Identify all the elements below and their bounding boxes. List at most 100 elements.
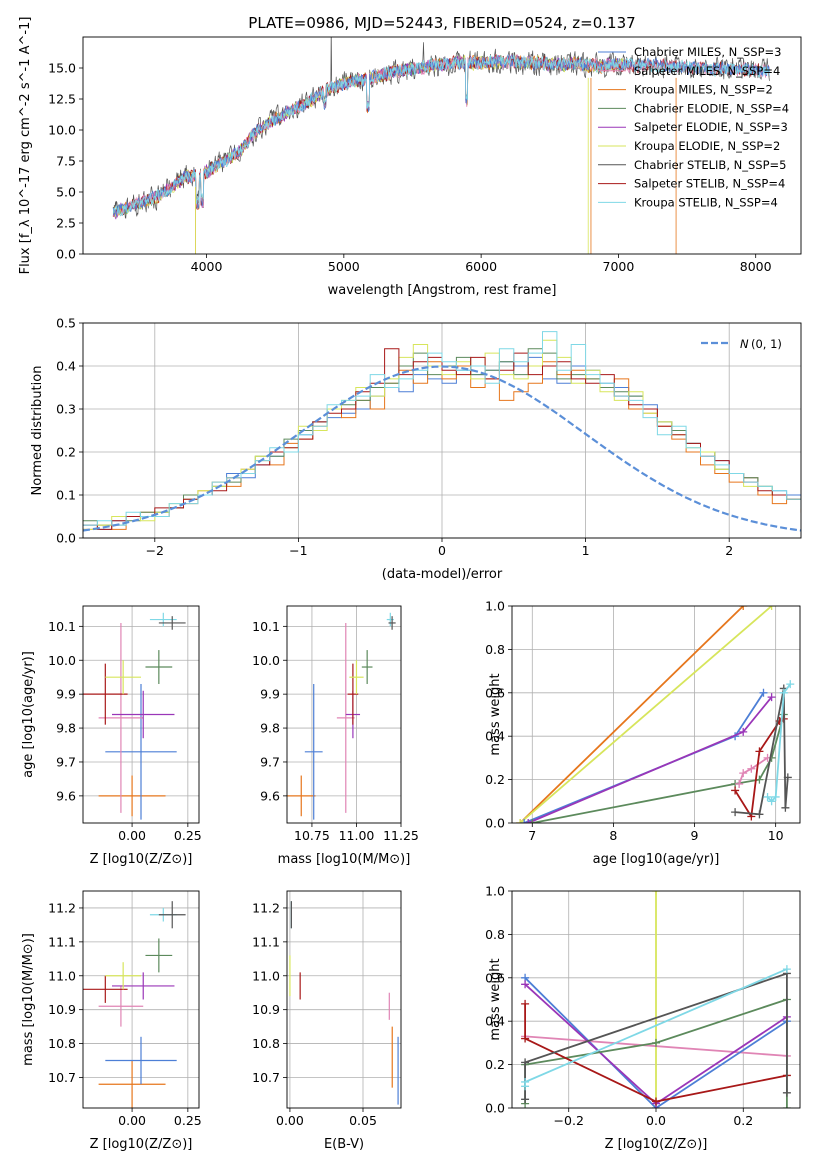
y-tick-label: 10.0 — [48, 653, 76, 668]
weight-point-marker — [755, 747, 764, 756]
y-tick-label: 10.9 — [48, 1002, 76, 1017]
weight-point-marker — [767, 693, 776, 702]
massweight-vs-age-ylabel: mass weight — [488, 673, 503, 755]
normal-curve — [83, 365, 801, 532]
plot-frame — [82, 322, 802, 539]
legend-entry: Kroupa ELODIE, N_SSP=2 — [634, 139, 780, 153]
hist-series — [83, 348, 801, 530]
weight-point-marker — [521, 1095, 530, 1104]
y-tick-label: 9.7 — [56, 754, 76, 769]
weight-point-marker — [521, 999, 530, 1008]
hist-series — [83, 331, 801, 526]
spectrum-series-line — [112, 53, 770, 217]
x-tick-label: 0.2 — [733, 1113, 753, 1128]
plot-frame — [286, 605, 402, 824]
weight-point-marker — [763, 792, 772, 801]
hist-series — [83, 339, 801, 530]
weight-point-marker — [747, 764, 756, 773]
weight-point-marker — [739, 727, 748, 736]
age-vs-z-ylabel: age [log10(age/yr)] — [21, 651, 36, 778]
weight-series-line — [523, 692, 765, 823]
y-tick-label: 0.8 — [485, 642, 505, 657]
spectrum-series-line — [112, 54, 626, 216]
errorbar-group — [83, 612, 186, 820]
massweight-vs-z-xlabel: Z [log10(Z/Z⊙)] — [605, 1137, 708, 1152]
y-tick-label: 0.6 — [485, 970, 505, 985]
y-tick-label: 12.5 — [48, 92, 76, 107]
mass-vs-z-ylabel: mass [log10(M/M⊙)] — [21, 933, 36, 1066]
x-tick-label: 4000 — [191, 259, 223, 274]
weight-lines — [521, 891, 791, 1108]
y-tick-label: 11.1 — [48, 934, 76, 949]
x-tick-label: 8000 — [740, 259, 772, 274]
x-tick-label: 0.0 — [646, 1113, 666, 1128]
plot-frame — [82, 36, 802, 255]
y-tick-label: 0.2 — [56, 445, 76, 460]
legend-entry: Chabrier STELIB, N_SSP=5 — [634, 158, 786, 172]
y-tick-label: 7.5 — [56, 154, 76, 169]
weight-point-marker — [731, 808, 740, 817]
weight-point-marker — [781, 803, 790, 812]
y-tick-label: 9.9 — [260, 687, 280, 702]
residuals-xlabel: (data-model)/error — [382, 567, 503, 582]
y-tick-label: 9.7 — [260, 754, 280, 769]
weight-point-marker — [521, 980, 530, 989]
mass-vs-z-xlabel: Z [log10(Z/Z⊙)] — [90, 1137, 193, 1152]
weight-point-marker — [783, 773, 792, 782]
y-tick-label: 10.0 — [48, 123, 76, 138]
residuals-ylabel: Normed distribution — [30, 366, 45, 496]
x-tick-label: 6000 — [465, 259, 497, 274]
legend-entry: Chabrier ELODIE, N_SSP=4 — [634, 101, 789, 115]
y-tick-label: 9.6 — [56, 788, 76, 803]
weight-point-marker — [528, 819, 537, 823]
y-tick-label: 11.0 — [252, 968, 280, 983]
y-tick-label: 0.4 — [485, 729, 505, 744]
weight-point-marker — [735, 779, 744, 788]
y-tick-label: 5.0 — [56, 185, 76, 200]
y-tick-label: 0.0 — [56, 247, 76, 262]
errorbar-group — [83, 901, 186, 1108]
massweight-vs-z-ylabel: mass weight — [488, 958, 503, 1040]
plot-frame — [82, 890, 200, 1109]
y-tick-label: 10.7 — [48, 1070, 76, 1085]
legend-entry: Salpeter ELODIE, N_SSP=3 — [634, 120, 788, 134]
weight-point-marker — [771, 792, 780, 801]
y-tick-label: 10.8 — [48, 1036, 76, 1051]
spectrum-series-line — [112, 54, 770, 217]
y-tick-label: 2.5 — [56, 216, 76, 231]
weight-point-marker — [524, 819, 533, 823]
weight-point-marker — [652, 1097, 660, 1106]
errorbar-group — [289, 901, 399, 1105]
x-tick-label: 0 — [438, 543, 446, 558]
x-tick-label: −0.2 — [554, 1113, 584, 1128]
weight-point-marker — [786, 680, 795, 689]
hist-series — [83, 361, 801, 530]
weight-point-marker — [767, 797, 776, 806]
weight-series-line — [738, 757, 769, 785]
plot-frame — [511, 890, 801, 1109]
weight-point-marker — [521, 1077, 530, 1086]
x-tick-label: 0.00 — [118, 1113, 146, 1128]
y-tick-label: 0.2 — [485, 772, 505, 787]
weight-point-marker — [521, 1034, 530, 1043]
mass-vs-ebv-xlabel: E(B-V) — [324, 1137, 364, 1152]
spectrum-lines — [112, 37, 770, 254]
y-tick-label: 0.2 — [485, 1057, 505, 1072]
x-tick-label: 0.25 — [174, 828, 202, 843]
weight-point-marker — [782, 1104, 791, 1108]
y-tick-label: 1.0 — [485, 599, 505, 614]
plot-frame — [82, 605, 200, 824]
weight-point-marker — [521, 1058, 530, 1067]
spectrum-ylabel: Flux [f_λ 10^-17 erg cm^-2 s^-1 A^-1] — [18, 17, 33, 275]
weight-series-line — [734, 718, 785, 820]
y-tick-label: 0.1 — [56, 488, 76, 503]
plot-frame — [286, 890, 402, 1109]
spectrum-series-line — [112, 54, 770, 217]
y-tick-label: 10.0 — [252, 653, 280, 668]
weight-point-marker — [520, 819, 529, 823]
weight-point-marker — [516, 819, 525, 823]
spectrum-series-line — [112, 55, 626, 218]
x-tick-label: 10 — [768, 828, 784, 843]
y-tick-label: 10.1 — [252, 619, 280, 634]
